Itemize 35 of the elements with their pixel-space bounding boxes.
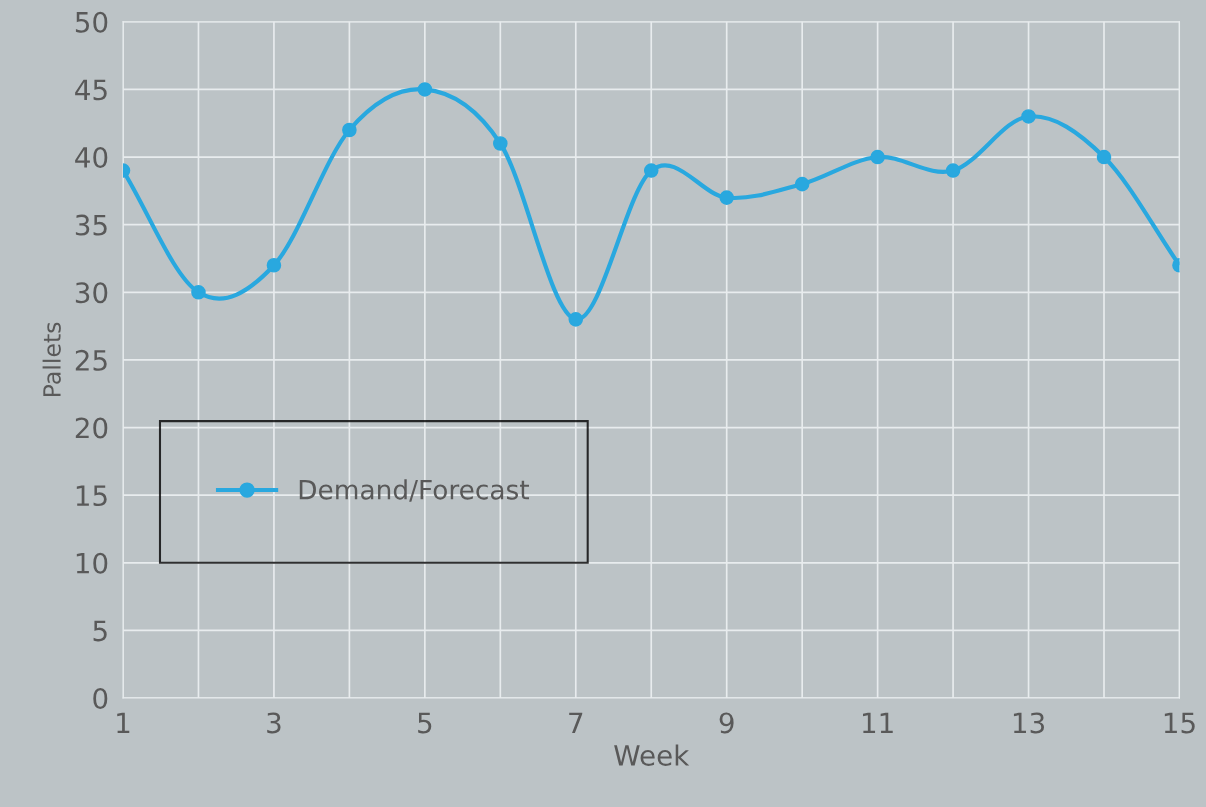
x-tick-label: 1 [117,712,130,734]
point [719,190,734,205]
y-tick-label: 5 [93,620,107,642]
x-axis-title: Week [614,744,690,766]
point [945,163,961,178]
y-tick-label: 50 [75,11,108,33]
x-tick-label: 5 [418,712,432,734]
y-axis-title: Pallets [42,322,61,397]
point [643,163,659,178]
point [568,312,584,327]
point [1096,149,1112,165]
y-tick-label: 25 [75,349,107,371]
point [493,136,508,151]
y-tick-label: 45 [75,79,107,101]
point [266,257,282,273]
y-tick-label: 10 [76,552,108,574]
x-tick-label: 13 [1013,712,1044,734]
point [417,82,433,97]
point [794,176,810,192]
y-tick-label: 30 [75,282,108,304]
y-tick-label: 40 [75,146,108,168]
y-tick-label: 20 [75,417,108,439]
x-tick-label: 7 [569,712,583,734]
point [342,122,357,138]
x-tick-label: 15 [1164,712,1195,734]
point [1021,109,1036,124]
point [191,285,206,300]
x-tick-label: 9 [719,712,734,734]
y-tick-label: 15 [76,485,107,507]
y-tick-label: 0 [93,687,108,709]
x-tick-label: 3 [267,712,281,734]
point [870,149,885,165]
y-tick-label: 35 [75,214,107,236]
x-tick-label: 11 [863,712,893,734]
legend-label: Demand/Forecast [299,479,530,502]
